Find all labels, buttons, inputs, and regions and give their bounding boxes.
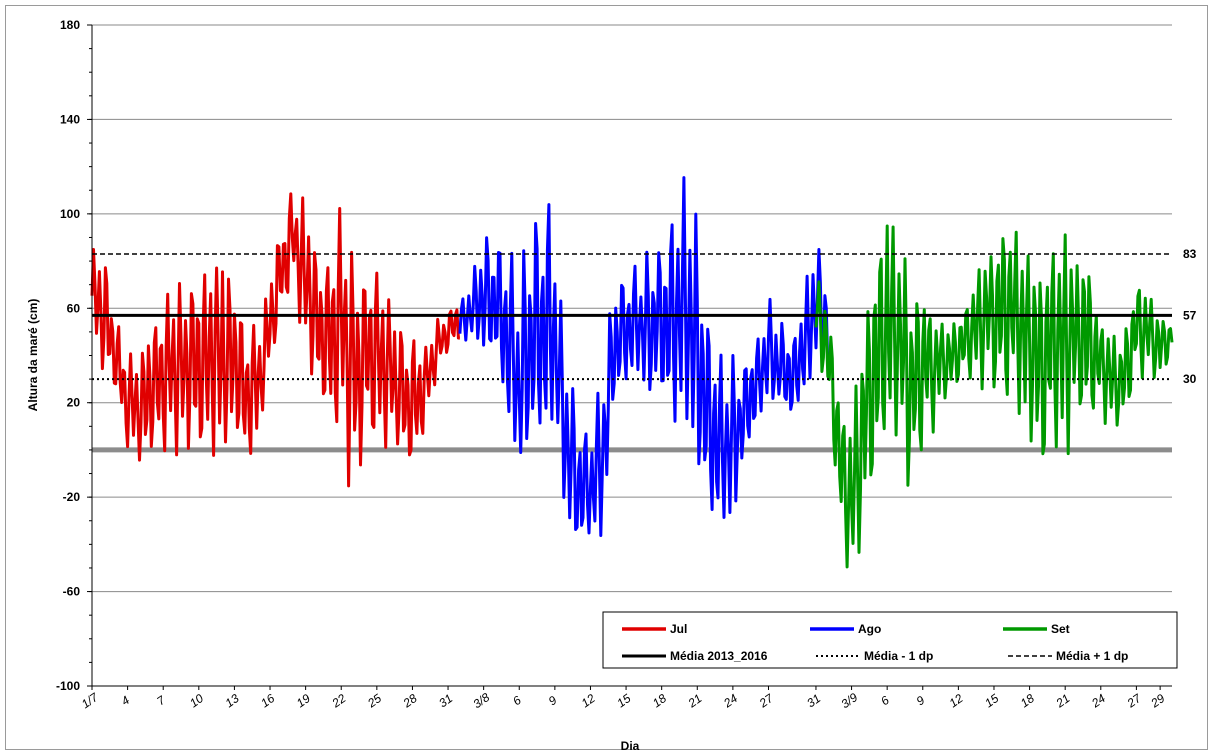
x-tick-label: 6 <box>510 693 524 708</box>
x-tick-label: 1/7 <box>79 689 102 711</box>
x-tick-label: 21 <box>1053 691 1073 711</box>
reference-label: 83 <box>1183 247 1197 261</box>
y-tick-label: 180 <box>60 18 80 32</box>
x-tick-label: 22 <box>329 691 349 711</box>
y-tick-label: -60 <box>63 585 81 599</box>
legend-label-set: Set <box>1051 622 1070 636</box>
legend-label-media: Média 2013_2016 <box>670 649 768 663</box>
x-tick-label: 21 <box>685 691 705 711</box>
y-tick-label: -100 <box>56 679 80 693</box>
x-tick-label: 31 <box>804 691 823 710</box>
y-tick-labels: -100 -60 -20 20 60 100 140 180 <box>56 18 80 693</box>
x-tick-label: 27 <box>1124 690 1145 710</box>
legend-label-media-plus: Média + 1 dp <box>1056 649 1128 663</box>
axes <box>87 24 1172 690</box>
y-axis-title: Altura da maré (cm) <box>26 299 40 412</box>
legend-label-jul: Jul <box>670 622 687 636</box>
y-tick-label: 100 <box>60 207 80 221</box>
x-tick-label: 15 <box>614 691 633 710</box>
x-tick-label: 24 <box>1088 691 1108 711</box>
grid-lines <box>92 24 1172 593</box>
x-tick-label: 15 <box>982 691 1001 710</box>
x-tick-label: 9 <box>914 693 928 708</box>
x-tick-label: 7 <box>154 692 169 708</box>
x-tick-label: 25 <box>364 691 384 711</box>
y-tick-label: 140 <box>60 112 80 126</box>
series-lines <box>90 176 1174 569</box>
x-tick-label: 31 <box>436 691 455 710</box>
reference-label: 30 <box>1183 372 1197 386</box>
x-tick-label: 16 <box>258 691 277 710</box>
legend-label-media-minus: Média - 1 dp <box>864 649 933 663</box>
x-tick-label: 3/9 <box>838 690 860 711</box>
series-line-ago <box>458 176 830 537</box>
x-tick-label: 27 <box>756 690 777 710</box>
legend-label-ago: Ago <box>858 622 881 636</box>
y-tick-label: -20 <box>63 490 81 504</box>
x-tick-labels: 1/7 4 7 10 13 16 19 22 25 28 31 3/8 6 9 12 15 18 21 24 27 31… <box>79 689 1168 711</box>
x-tick-label: 19 <box>294 691 313 710</box>
series-line-jul <box>90 192 460 488</box>
x-axis-title: Dia <box>621 739 640 753</box>
legend: Jul Ago Set Média 2013_2016 Média - 1 dp… <box>602 611 1178 669</box>
x-tick-label: 24 <box>720 691 740 711</box>
x-tick-label: 10 <box>187 691 206 710</box>
y-tick-label: 60 <box>67 301 81 315</box>
x-tick-label: 18 <box>1018 691 1037 710</box>
x-tick-label: 6 <box>878 693 892 708</box>
x-tick-label: 13 <box>223 691 242 710</box>
legend-box <box>602 611 1178 669</box>
x-tick-label: 29 <box>1147 691 1167 711</box>
reference-value-labels: 83 57 30 <box>1183 247 1197 386</box>
x-tick-label: 28 <box>400 691 420 711</box>
y-tick-label: 20 <box>67 396 81 410</box>
x-tick-label: 12 <box>579 691 598 710</box>
reference-label: 57 <box>1183 308 1197 322</box>
series-line-set <box>814 224 1174 569</box>
x-tick-label: 9 <box>546 693 560 708</box>
x-tick-label: 4 <box>119 693 133 708</box>
x-tick-label: 12 <box>947 691 966 710</box>
x-tick-label: 18 <box>650 691 669 710</box>
x-tick-label: 3/8 <box>470 690 492 711</box>
